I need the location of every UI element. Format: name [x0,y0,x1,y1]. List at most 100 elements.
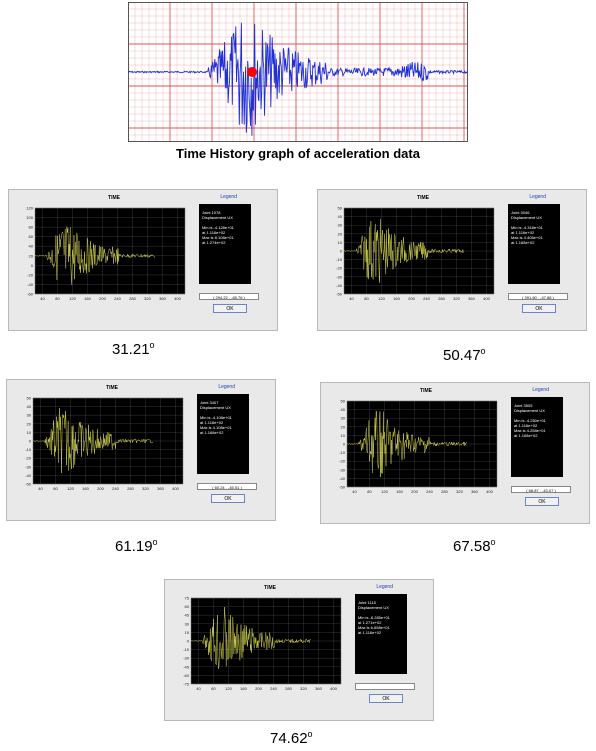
displacement-trace [343,218,465,283]
x-tick-label: 240 [112,486,119,491]
y-tick-label: 0 [29,439,32,444]
x-tick-label: 280 [127,486,134,491]
legend-box: Joint 1115 Displacement UX Min is -6.285e+… [355,594,407,674]
x-tick-label: 360 [471,489,478,494]
legend-line: Min is -4.128e+01 [202,225,234,230]
y-tick-label: 20 [341,424,346,429]
acceleration-signal [128,22,468,136]
legend-line: at 1.271e+02 [358,620,382,625]
y-tick-label: -10 [25,447,32,452]
plot-border [346,400,498,488]
y-tick-label: 60 [185,604,190,609]
legend-line: Joint 1078 [202,210,221,215]
y-tick-label: 40 [341,407,346,412]
y-tick-label: 10 [27,430,32,435]
y-tick-label: 0 [343,442,346,447]
x-tick-label: 80 [55,296,60,301]
x-tick-label: 40 [40,296,45,301]
legend-line: at 1.116e+02 [514,423,538,428]
x-tick-label: 320 [456,489,463,494]
legend-box: Joint 3046 Displacement UX Min is -4.318e+… [508,204,560,284]
cursor-coordinates: ( 391.60 , -47.88 ) [508,293,568,300]
y-tick-label: 80 [29,225,34,230]
x-tick-label: 160 [393,296,400,301]
x-tick-label: 360 [159,296,166,301]
x-tick-label: 360 [157,486,164,491]
y-tick-label: -30 [336,274,343,279]
x-tick-label: 400 [486,489,493,494]
y-tick-label: 10 [338,240,343,245]
legend-line: Min is -4.108e+01 [200,415,232,420]
y-tick-label: -50 [25,482,32,487]
y-tick-label: 30 [185,621,190,626]
x-tick-label: 240 [426,489,433,494]
legend-box: Joint 3407 Displacement UX Min is -4.108e+… [197,394,249,474]
x-tick-label: 320 [300,686,307,691]
x-tick-label: 160 [82,486,89,491]
y-tick-label: -60 [183,673,190,678]
x-tick-label: 200 [255,686,262,691]
y-tick-label: 50 [27,396,32,401]
cursor-coordinates: ( 68.87 , -43.07 ) [511,486,571,493]
y-tick-label: 30 [341,416,346,421]
x-tick-label: 80 [53,486,58,491]
displacement-plot: 50 40 30 20 10 0 -10 -20 -30 -40 -50 40 80 120 160 200 2… [336,206,495,301]
x-tick-label: 320 [144,296,151,301]
plot-border [190,597,342,685]
displacement-plot: 75 60 45 30 15 0 -15 -30 -45 -60 -75 40 80 120 160 200 2… [183,596,342,691]
y-tick-label: -50 [339,485,346,490]
legend-title: Legend [218,384,235,390]
legend-line: Max is 8.108e+01 [202,235,234,240]
y-tick-label: -30 [25,464,32,469]
y-tick-label: -30 [339,467,346,472]
cursor-coordinates [355,683,415,690]
x-tick-label: 80 [364,296,369,301]
x-tick-label: 240 [270,686,277,691]
legend-line: at 1.116e+02 [358,630,382,635]
x-tick-label: 160 [396,489,403,494]
plot-border [343,207,495,295]
y-tick-label: -40 [27,282,34,287]
x-tick-label: 120 [381,489,388,494]
angle-label-4: 67.58o [453,537,496,555]
ok-button[interactable]: OK [211,494,245,503]
legend-line: Max is 4.258e+01 [514,428,546,433]
legend-line: at 1.116e+02 [200,420,224,425]
angle-label-5: 74.62o [270,729,313,747]
time-history-window-3: TIME 50 40 30 20 10 0 -10 -20 -30 -40 -50 40 80 120 16… [6,379,276,521]
y-tick-label: -20 [25,456,32,461]
angle-label-3: 61.19o [115,537,158,555]
y-tick-label: 30 [27,413,32,418]
y-tick-label: -50 [336,292,343,297]
x-tick-label: 400 [174,296,181,301]
legend-line: at 1.116e+02 [202,230,226,235]
ok-button[interactable]: OK [369,694,403,703]
ok-button[interactable]: OK [525,497,559,506]
plot-area [35,208,185,294]
y-tick-label: -10 [336,257,343,262]
legend-line: Displacement UX [514,408,545,413]
y-tick-label: -45 [183,664,190,669]
acceleration-time-history-graph [128,2,468,142]
x-tick-label: 120 [67,486,74,491]
x-tick-label: 280 [441,489,448,494]
legend-title: Legend [220,194,237,200]
plot-border [32,397,184,485]
y-tick-label: -75 [183,682,190,687]
legend-title: Legend [376,584,393,590]
ok-button[interactable]: OK [522,304,556,313]
legend-line: at 1.168e+02 [514,433,538,438]
x-tick-label: 200 [97,486,104,491]
plot-title: TIME [264,585,276,591]
ok-button[interactable]: OK [213,304,247,313]
legend-line: Displacement UX [202,215,233,220]
y-tick-label: -20 [27,272,34,277]
x-tick-label: 200 [411,489,418,494]
y-tick-label: 40 [27,404,32,409]
legend-line: Max is 6.658e+01 [358,625,390,630]
x-tick-label: 80 [211,686,216,691]
x-tick-label: 360 [315,686,322,691]
legend-box: Joint 1078 Displacement UX Min is -4.128e+… [199,204,251,284]
x-tick-label: 80 [367,489,372,494]
legend-line: Displacement UX [358,605,389,610]
